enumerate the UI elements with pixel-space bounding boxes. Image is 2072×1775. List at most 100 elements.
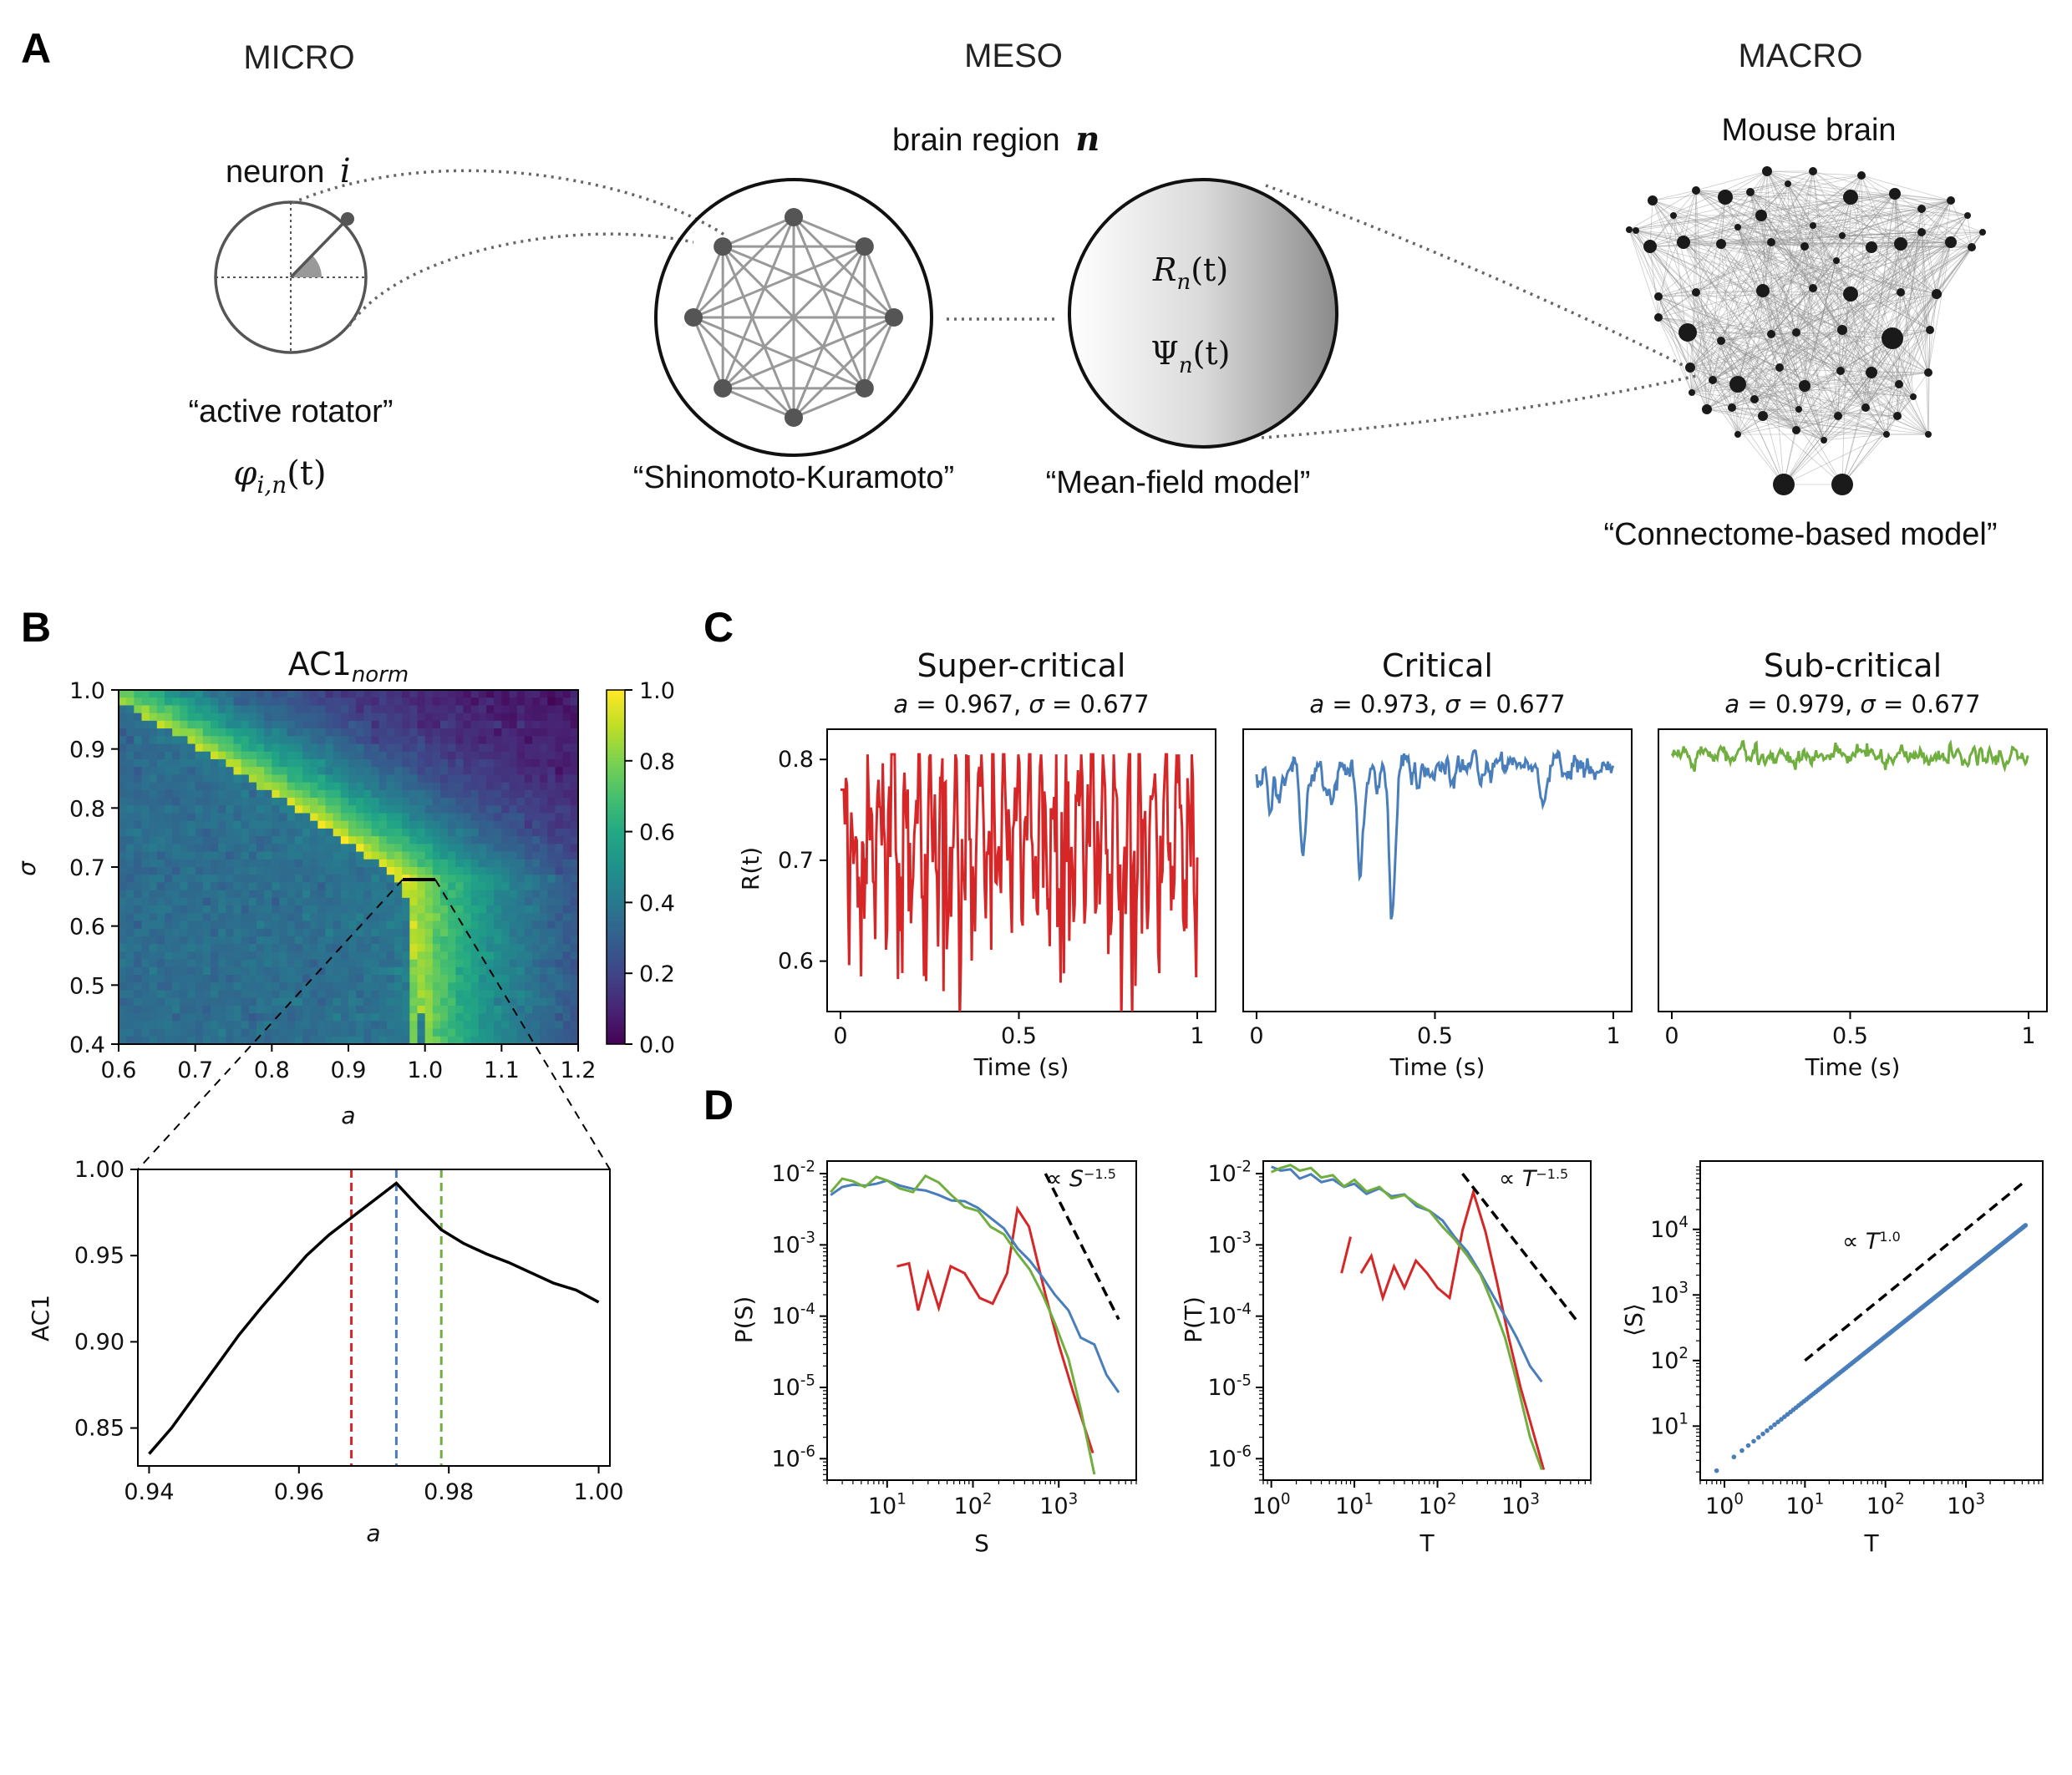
heatmap-cell [532, 728, 541, 737]
heatmap-cell [156, 767, 165, 775]
connectome-edge [1837, 215, 1968, 417]
heatmap-cell [126, 975, 135, 983]
heatmap-cell [486, 767, 495, 775]
heatmap-cell [218, 828, 226, 837]
heatmap-cell [134, 982, 143, 991]
heatmap-cell [195, 897, 204, 906]
connectome-edge [1812, 235, 1843, 289]
heatmap-cell [310, 758, 318, 768]
heatmap-cell [126, 851, 135, 860]
heatmap-cell [409, 697, 419, 707]
connectome-edge [1795, 372, 1872, 431]
connectome-edge [1841, 383, 1900, 485]
loglog-xtick-label: 100 [1252, 1490, 1291, 1519]
heatmap-cell [248, 782, 257, 791]
connectome-edge [1900, 241, 1952, 293]
heatmap-cell [218, 728, 226, 737]
connectome-edge [1720, 243, 1785, 485]
heatmap-cell [348, 851, 357, 860]
heatmap-cell [440, 944, 449, 952]
heatmap-cell [165, 990, 173, 999]
heatmap-cell [165, 789, 173, 799]
heatmap-cell [187, 705, 196, 714]
heatmap-cell [363, 890, 373, 899]
heatmap-cell [279, 1005, 288, 1014]
heatmap-cell [279, 720, 288, 729]
heatmap-cell [248, 920, 257, 930]
heatmap-cell [156, 990, 165, 999]
heatmap-cell [333, 720, 342, 729]
heatmap-cell [256, 936, 265, 945]
heatmap-cell [547, 920, 556, 930]
heatmap-cell [394, 875, 403, 884]
colorbar-segment [607, 774, 625, 779]
heatmap-cell [509, 1021, 518, 1030]
heatmap-cell [264, 736, 272, 745]
heatmap-cell [218, 890, 226, 899]
heatmap-cell [195, 828, 204, 837]
heatmap-cell [448, 767, 456, 775]
shinomoto-kuramoto-network: brain region n “Shinomoto-Kuramoto” [633, 119, 1100, 495]
heatmap-cell [287, 805, 296, 814]
heatmap-cell [134, 966, 143, 976]
heatmap-cell [226, 936, 235, 945]
heatmap-cell [279, 990, 288, 999]
heatmap-cell [363, 982, 373, 991]
heatmap-cell [294, 720, 303, 729]
heatmap-cell [279, 928, 288, 937]
heatmap-ytick-label: 0.6 [69, 915, 105, 941]
connectome-edge [1770, 170, 1814, 335]
connectome-edge [1720, 241, 1952, 245]
connectome-edge [1762, 367, 1780, 417]
heatmap-cell [532, 982, 541, 991]
heatmap-cell [540, 774, 548, 784]
heatmap-cell [294, 713, 303, 722]
heatmap-cell [371, 897, 380, 906]
heatmap-cell [455, 882, 465, 891]
heatmap-cell [310, 936, 318, 945]
heatmap-cell [333, 997, 342, 1007]
connectome-edge [1795, 429, 1887, 435]
heatmap-cell [256, 774, 265, 784]
heatmap-cell [532, 805, 541, 814]
heatmap-cell [547, 728, 556, 737]
heatmap-cell [494, 982, 502, 991]
heatmap-cell [180, 805, 189, 814]
heatmap-cell [448, 844, 456, 853]
connectome-edge [1691, 241, 1952, 393]
heatmap-cell [532, 697, 541, 707]
heatmap-cell [141, 951, 150, 961]
connectome-edge [1628, 229, 1714, 381]
heatmap-cell [486, 997, 495, 1007]
heatmap-cell [134, 736, 143, 745]
heatmap-cell [378, 959, 388, 968]
heatmap-cell [340, 720, 349, 729]
heatmap-cell [218, 774, 226, 784]
heatmap-cell [386, 966, 395, 976]
heatmap-cell [256, 1013, 265, 1022]
heatmap-cell [165, 705, 173, 714]
heatmap-cell [448, 890, 456, 899]
heatmap-cell [149, 913, 158, 922]
heatmap-cell [501, 851, 510, 860]
heatmap-cell [486, 936, 495, 945]
heatmap-cell [532, 798, 541, 806]
heatmap-cell [310, 975, 318, 983]
colorbar-segment [607, 820, 625, 825]
heatmap-cell [233, 1013, 242, 1022]
heatmap-cell [532, 928, 541, 937]
heatmap-cell [501, 1005, 510, 1014]
heatmap-cell [394, 690, 403, 698]
heatmap-cell [180, 767, 189, 775]
heatmap-cell [165, 798, 173, 806]
heatmap-cell [149, 859, 158, 868]
heatmap-cell [532, 990, 541, 999]
heatmap-cell [287, 751, 296, 760]
heatmap-cell [340, 820, 349, 829]
mean-size-point [1772, 1422, 1777, 1428]
heatmap-cell [126, 944, 135, 952]
heatmap-cell [570, 897, 578, 906]
heatmap-cell [211, 798, 219, 806]
heatmap-cell [540, 851, 548, 860]
heatmap-cell [463, 1036, 472, 1044]
